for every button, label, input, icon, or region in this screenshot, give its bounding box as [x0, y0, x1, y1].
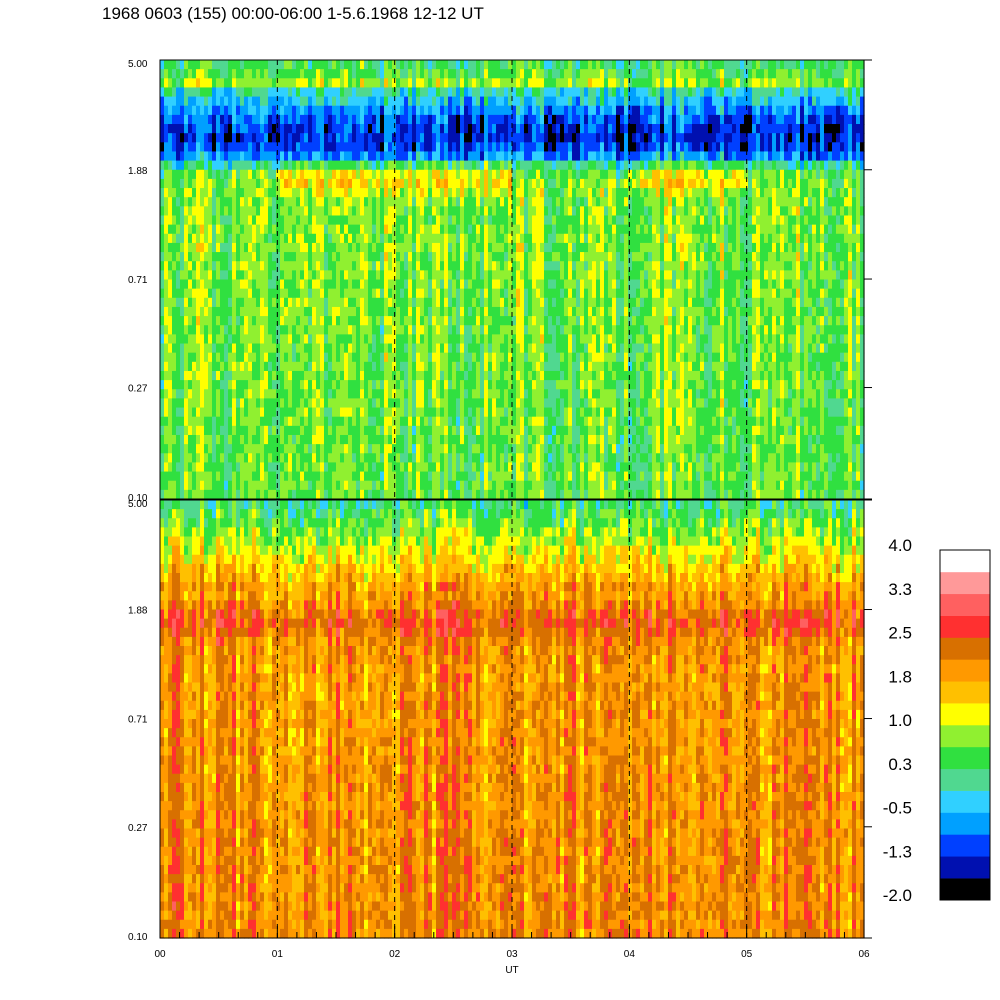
- colorbar-swatch: [940, 768, 990, 791]
- colorbar-swatch: [940, 681, 990, 704]
- y-tick-label: 0.71: [128, 275, 148, 286]
- y-tick-label: 0.27: [128, 823, 148, 834]
- colorbar-swatch: [940, 812, 990, 835]
- x-tick-label: 01: [272, 949, 284, 960]
- colorbar-tick-label: 4.0: [888, 536, 912, 555]
- colorbar-tick-label: 1.0: [888, 711, 912, 730]
- x-tick-label: 06: [858, 949, 870, 960]
- x-tick-label: 04: [624, 949, 636, 960]
- page-title: 1968 0603 (155) 00:00-06:00 1-5.6.1968 1…: [102, 4, 484, 23]
- colorbar-tick-label: -1.3: [883, 842, 912, 861]
- colorbar-swatch: [940, 703, 990, 726]
- colorbar-swatch: [940, 637, 990, 660]
- colorbar-swatch: [940, 571, 990, 595]
- colorbar-swatch: [940, 550, 990, 573]
- colorbar-swatch: [940, 878, 990, 901]
- spectrogram-panel-2: [160, 500, 865, 939]
- colorbar-swatch: [940, 790, 990, 813]
- y-tick-label: 1.88: [128, 166, 148, 177]
- x-tick-label: 02: [389, 949, 401, 960]
- colorbar-swatch: [940, 746, 990, 770]
- colorbar-swatch: [940, 659, 990, 682]
- y-tick-label: 1.88: [128, 606, 148, 617]
- spectrogram-panel-1: [160, 60, 865, 500]
- colorbar-swatch: [940, 856, 990, 879]
- y-tick-label: 0.10: [128, 932, 148, 943]
- colorbar-tick-label: 2.5: [888, 624, 912, 643]
- x-axis-label: UT: [505, 965, 518, 976]
- y-tick-label: 0.27: [128, 384, 148, 395]
- x-tick-label: 05: [741, 949, 753, 960]
- x-tick-label: 00: [154, 949, 166, 960]
- colorbar-frame: [939, 549, 991, 901]
- y-tick-label: 5.00: [128, 59, 148, 70]
- colorbar-swatch: [940, 725, 990, 748]
- colorbar-tick-label: -2.0: [883, 886, 912, 905]
- y-tick-label: 5.00: [128, 499, 148, 510]
- colorbar-tick-label: 1.8: [888, 667, 912, 686]
- colorbar-tick-label: -0.5: [883, 799, 912, 818]
- colorbar-tick-label: 3.3: [888, 580, 912, 599]
- colorbar: 4.0 3.3 2.5 1.8 1.0 0.3 -0.5 -1.3 -2.0: [883, 536, 991, 905]
- colorbar-swatch: [940, 593, 990, 616]
- y-tick-label: 0.71: [128, 715, 148, 726]
- colorbar-swatch: [940, 834, 990, 857]
- y-tick-label: 0.10: [128, 493, 148, 504]
- colorbar-tick-label: 0.3: [888, 755, 912, 774]
- colorbar-swatch: [940, 615, 990, 638]
- x-tick-label: 03: [506, 949, 518, 960]
